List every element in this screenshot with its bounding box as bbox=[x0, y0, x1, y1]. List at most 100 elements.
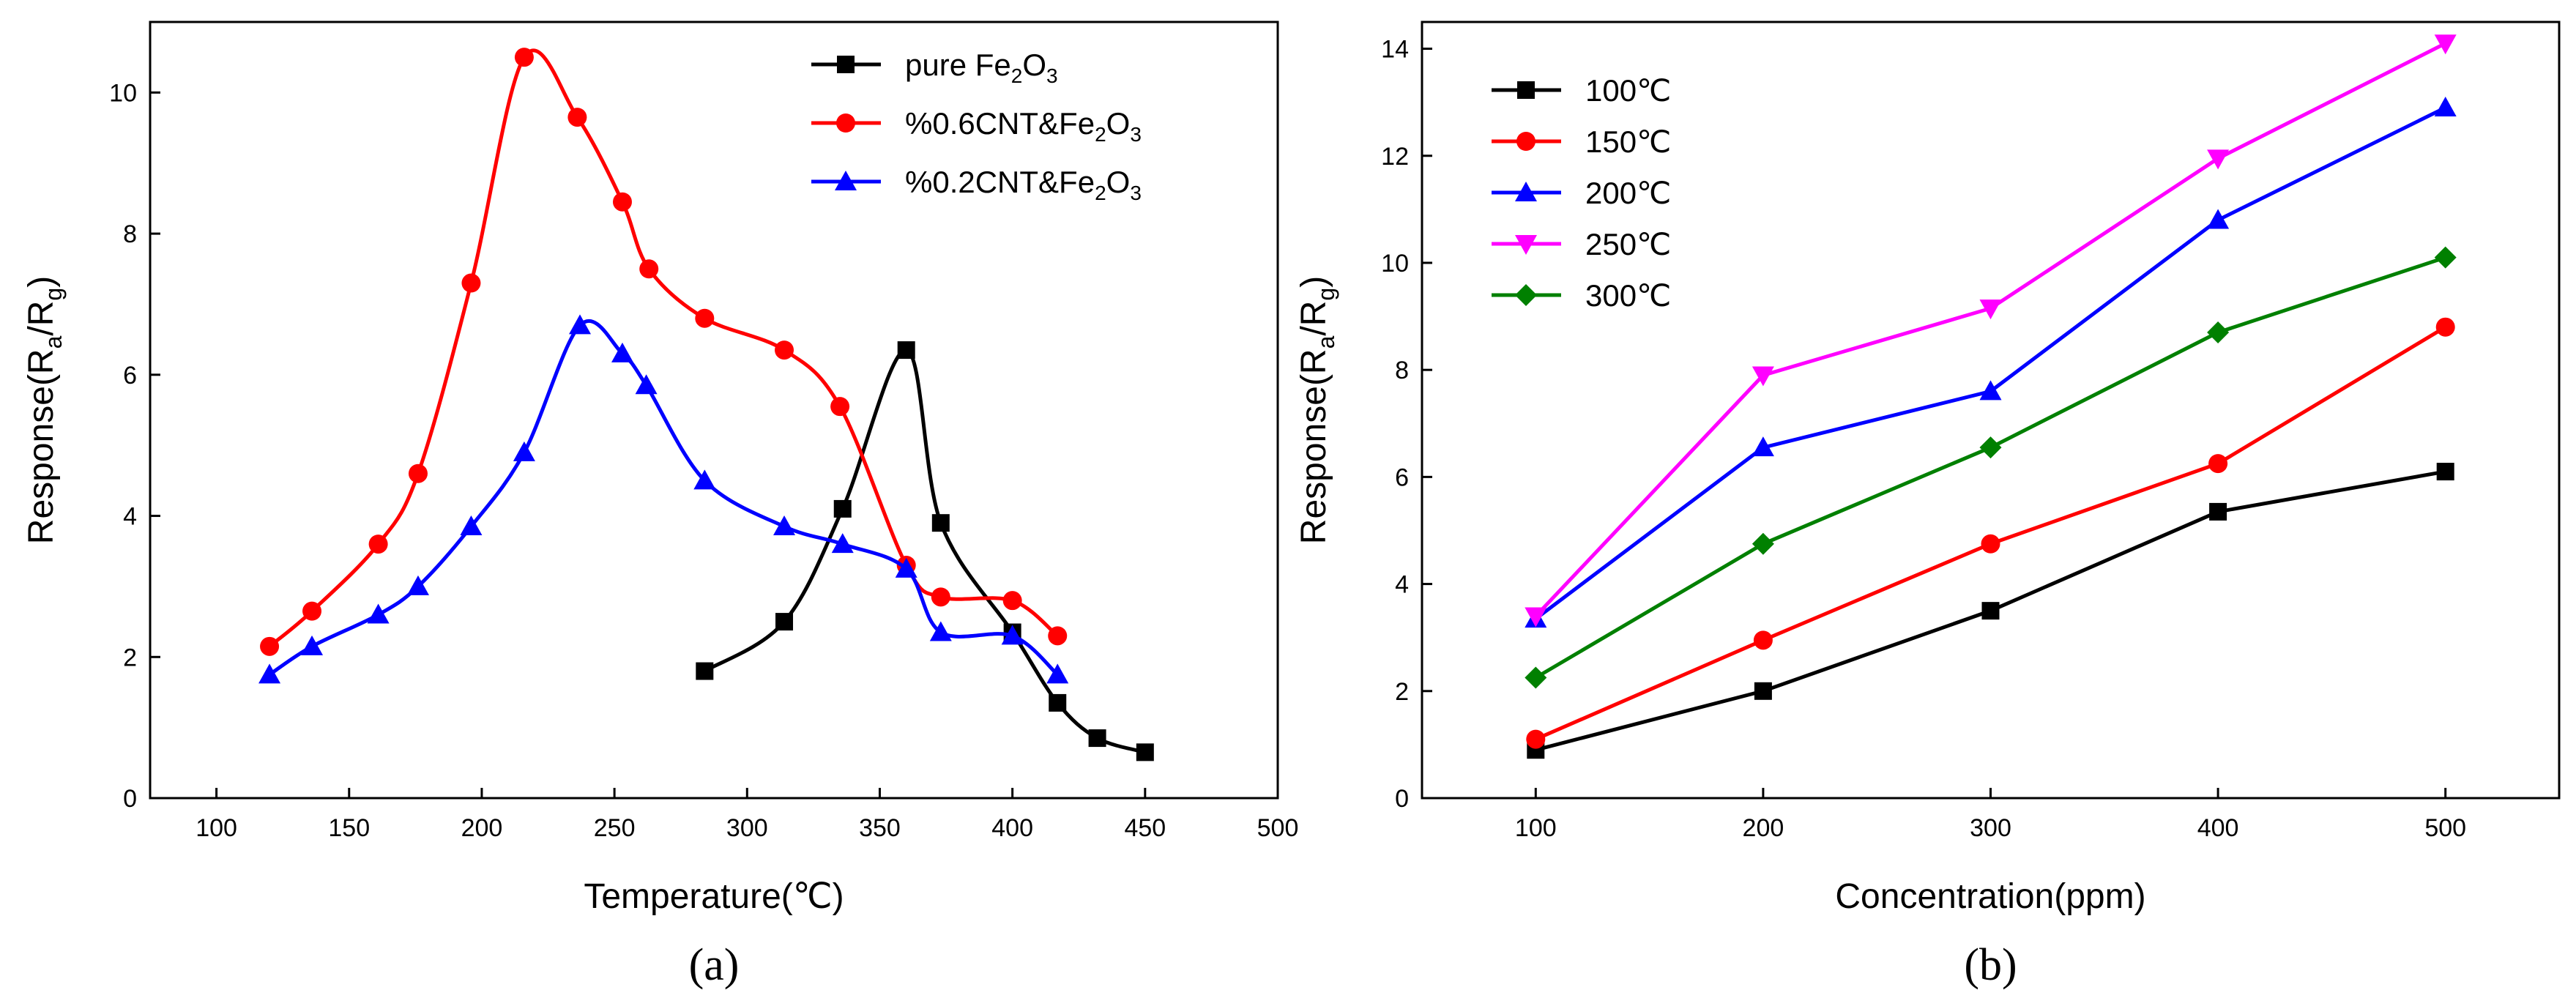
legend: 100℃ 150℃ 200℃ 250℃ 300℃ bbox=[1492, 73, 1671, 313]
data-point bbox=[1525, 607, 1547, 628]
data-point bbox=[775, 340, 794, 360]
y-tick-label: 10 bbox=[109, 79, 137, 107]
legend-label-part: %0.2CNT&Fe bbox=[905, 165, 1095, 199]
data-point bbox=[833, 499, 852, 518]
series-1 bbox=[1526, 317, 2455, 749]
data-point bbox=[1046, 663, 1069, 684]
data-point bbox=[931, 587, 950, 607]
data-point bbox=[775, 613, 794, 631]
data-point bbox=[302, 601, 322, 621]
legend-label-subscript: 2 bbox=[1011, 64, 1023, 87]
series-line bbox=[704, 348, 1146, 754]
data-point bbox=[2434, 34, 2457, 55]
data-point bbox=[639, 259, 659, 279]
data-point bbox=[569, 314, 592, 335]
x-tick-label: 100 bbox=[1515, 814, 1557, 842]
y-axis-title-part: ) bbox=[1295, 276, 1333, 288]
y-tick-label: 6 bbox=[123, 362, 137, 390]
data-point bbox=[2207, 209, 2230, 229]
data-point bbox=[1526, 729, 1546, 749]
data-point bbox=[1752, 436, 1774, 457]
x-tick-label: 300 bbox=[1970, 814, 2011, 842]
data-point bbox=[635, 374, 658, 395]
data-point bbox=[1002, 591, 1022, 611]
legend: pure Fe2O3%0.6CNT&Fe2O3%0.2CNT&Fe2O3 bbox=[811, 48, 1142, 204]
y-axis-title-part: ) bbox=[22, 276, 61, 288]
y-axis-title-part: Response(R bbox=[1295, 349, 1333, 544]
series-0 bbox=[1527, 463, 2454, 759]
data-point bbox=[2207, 149, 2230, 170]
x-tick-label: 150 bbox=[328, 814, 370, 842]
data-point bbox=[1752, 366, 1774, 387]
legend-label: 300℃ bbox=[1585, 278, 1671, 313]
legend-label: 150℃ bbox=[1585, 124, 1671, 159]
legend-marker bbox=[1516, 132, 1535, 151]
data-point bbox=[895, 557, 917, 578]
data-point bbox=[258, 663, 281, 684]
data-point bbox=[301, 635, 324, 655]
data-point bbox=[897, 341, 915, 360]
data-point bbox=[514, 48, 534, 67]
y-axis-title: Response(Ra/Rg) bbox=[1295, 276, 1339, 544]
y-tick-label: 8 bbox=[123, 220, 137, 248]
x-tick-label: 400 bbox=[991, 814, 1033, 842]
y-tick-label: 0 bbox=[1395, 785, 1409, 813]
data-point bbox=[1088, 729, 1106, 748]
legend-label-subscript: 3 bbox=[1130, 123, 1142, 146]
y-axis-title-part: /R bbox=[1295, 301, 1333, 336]
data-point bbox=[406, 575, 429, 595]
legend-marker bbox=[837, 56, 855, 73]
data-point bbox=[1979, 380, 2002, 401]
data-point bbox=[2209, 502, 2227, 521]
legend-label-subscript: 2 bbox=[1095, 123, 1106, 146]
x-axis-title: Temperature(℃) bbox=[584, 877, 844, 916]
y-tick-label: 4 bbox=[1395, 571, 1409, 599]
data-point bbox=[2208, 454, 2228, 474]
y-tick-label: 4 bbox=[123, 503, 137, 531]
plot-frame bbox=[149, 21, 1279, 800]
legend-marker bbox=[1517, 81, 1535, 99]
data-point bbox=[696, 662, 714, 680]
x-axis-title: Concentration(ppm) bbox=[1835, 877, 2145, 916]
y-axis-title-subscript: g bbox=[40, 288, 67, 301]
legend-label: 100℃ bbox=[1585, 73, 1671, 108]
data-point bbox=[831, 533, 854, 554]
data-point bbox=[1981, 602, 2000, 620]
data-point bbox=[567, 108, 587, 127]
data-point bbox=[2434, 246, 2457, 269]
chart-panel-a: 100 150 200 250 300 350 400 450 500 0 2 4 6 8 10 Temper… bbox=[22, 21, 1298, 990]
legend-label: 200℃ bbox=[1585, 176, 1671, 210]
data-point bbox=[1048, 626, 1068, 646]
data-point bbox=[1001, 625, 1024, 645]
data-point bbox=[612, 192, 632, 212]
data-point bbox=[611, 342, 633, 362]
data-point bbox=[461, 273, 481, 293]
data-point bbox=[1754, 682, 1772, 700]
series-2 bbox=[258, 314, 1069, 684]
series-line bbox=[1534, 42, 2446, 618]
y-axis-title-subscript: g bbox=[1313, 288, 1339, 301]
series-4 bbox=[1525, 246, 2457, 689]
y-tick-label: 8 bbox=[1395, 357, 1409, 384]
data-point bbox=[931, 514, 950, 532]
legend-label: %0.6CNT&Fe2O3 bbox=[905, 106, 1142, 146]
panel-caption: (a) bbox=[689, 940, 740, 990]
data-point bbox=[830, 397, 850, 417]
legend-marker bbox=[1515, 235, 1537, 255]
legend-label: 250℃ bbox=[1585, 227, 1671, 261]
data-point bbox=[1752, 532, 1774, 555]
data-point bbox=[260, 636, 280, 656]
data-point bbox=[367, 603, 390, 624]
data-point bbox=[1525, 666, 1547, 689]
legend-marker bbox=[1515, 284, 1537, 306]
y-tick-label: 2 bbox=[1395, 678, 1409, 706]
legend-label: %0.2CNT&Fe2O3 bbox=[905, 165, 1142, 204]
legend-label-part: O bbox=[1106, 165, 1131, 199]
y-tick-label: 2 bbox=[123, 644, 137, 671]
x-tick-label: 100 bbox=[196, 814, 237, 842]
x-tick-label: 500 bbox=[2424, 814, 2466, 842]
x-tick-label: 250 bbox=[594, 814, 636, 842]
data-point bbox=[693, 469, 716, 490]
data-point bbox=[2436, 463, 2454, 481]
data-point bbox=[460, 515, 483, 535]
